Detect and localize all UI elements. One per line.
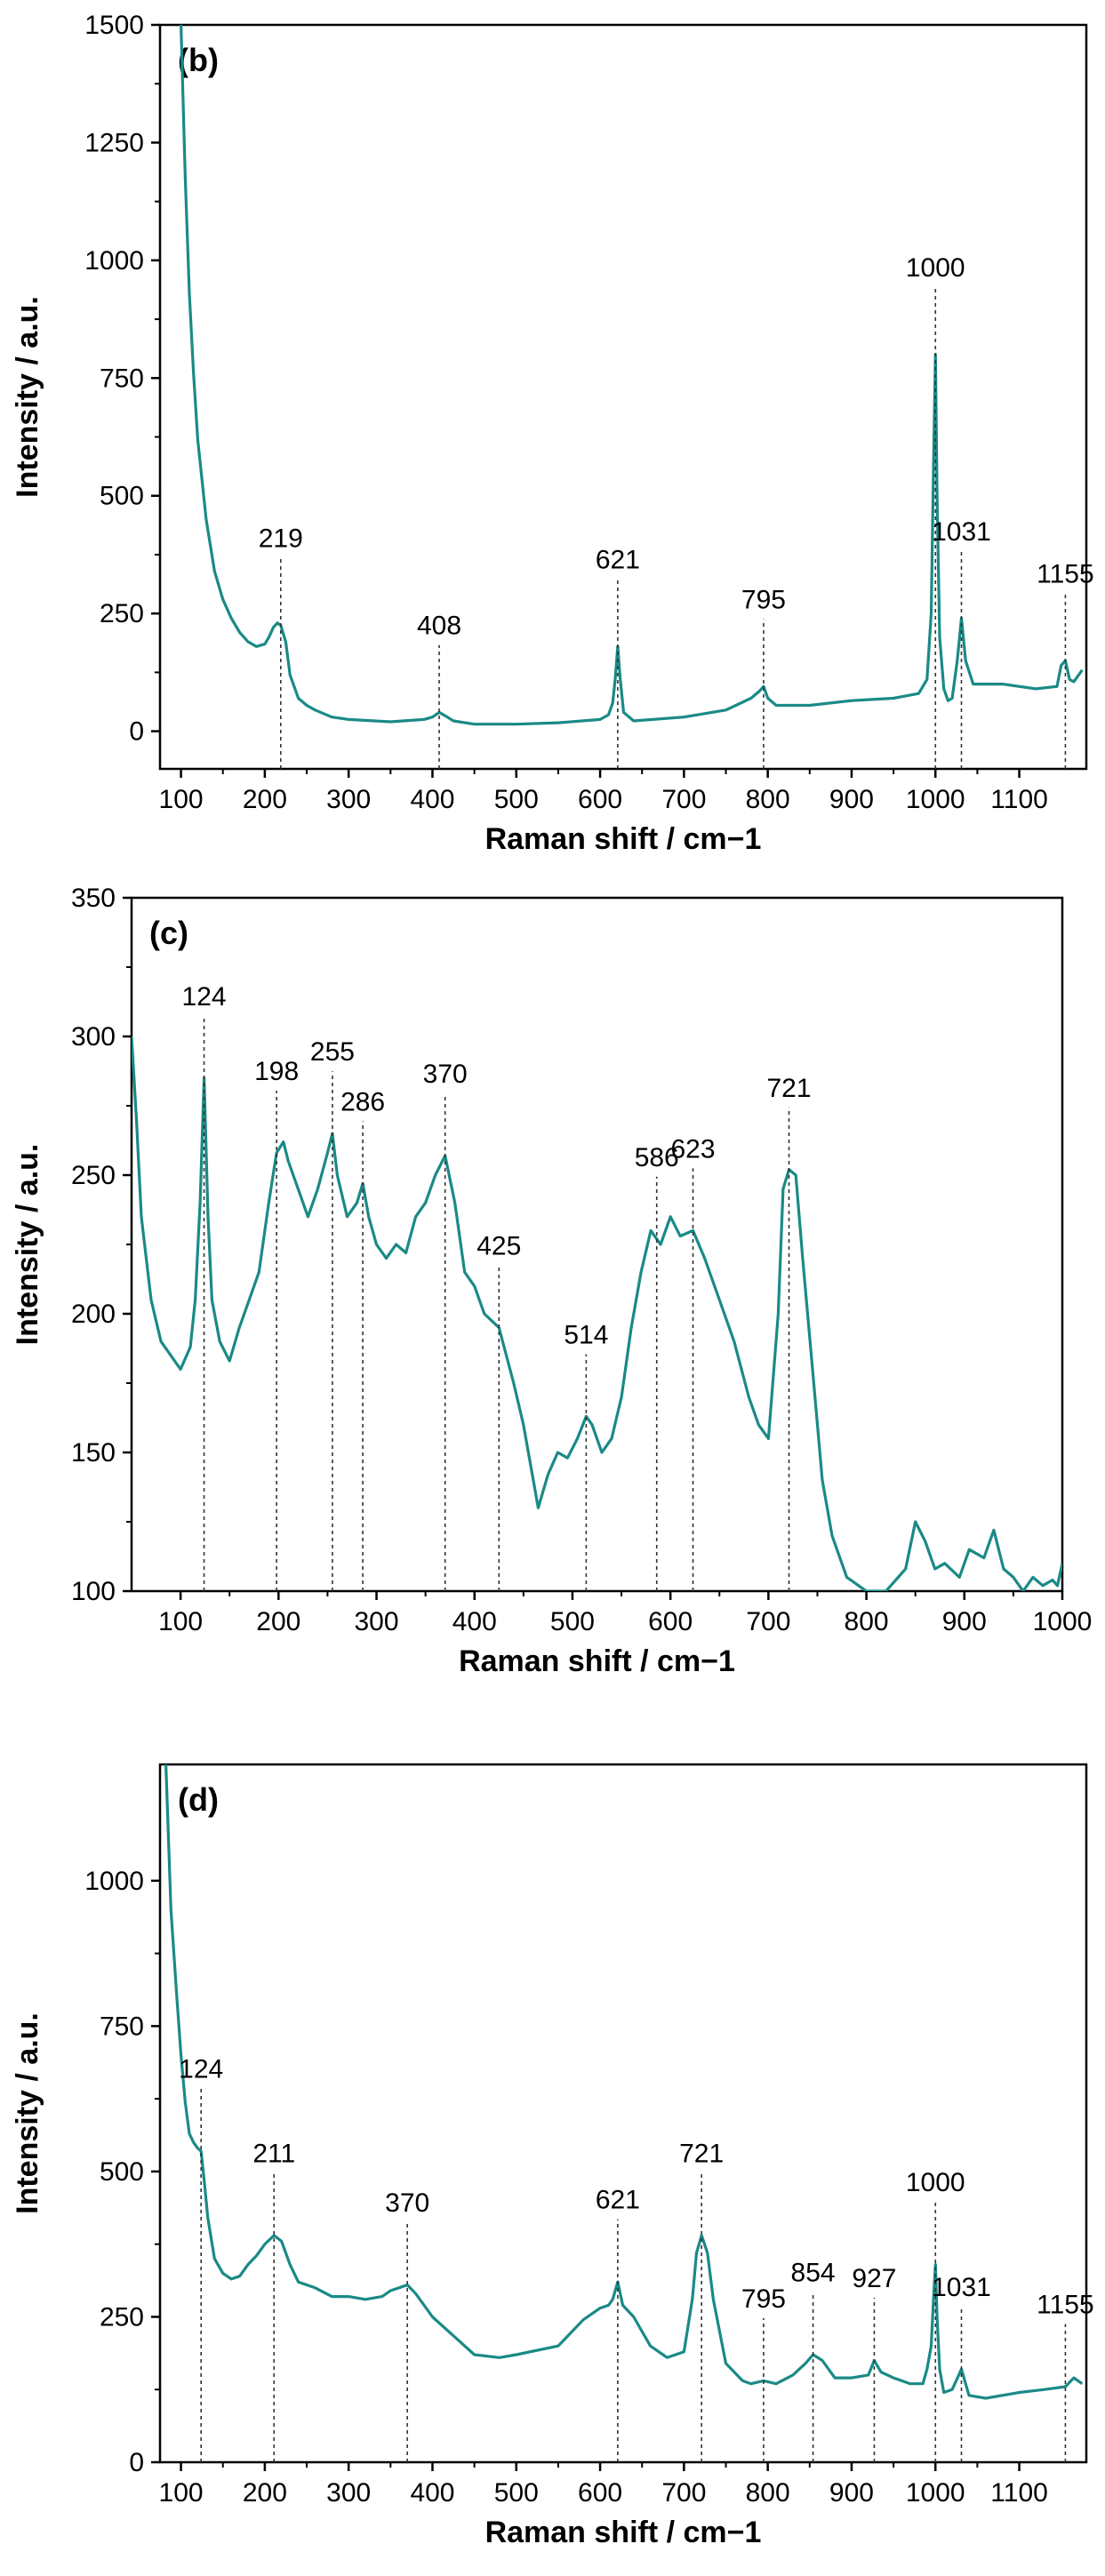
y-tick-label: 350	[71, 884, 116, 913]
x-tick-label: 300	[326, 785, 371, 814]
y-tick-label: 250	[100, 599, 144, 628]
y-tick-label: 500	[100, 2157, 144, 2187]
peak-label: 621	[596, 546, 640, 575]
axes-frame	[158, 23, 1088, 771]
peak-label: 1000	[906, 253, 965, 283]
chart-panel-d: 100 200 300 400 500 600 700 800 900 1000 1100 0 250 5…	[11, 1763, 1094, 2549]
x-tick-label: 300	[354, 1607, 398, 1636]
x-tick-label: 700	[746, 1607, 790, 1636]
peak-label: 255	[310, 1037, 355, 1067]
y-tick-label: 1000	[84, 246, 144, 276]
panel-label: (d)	[178, 1781, 219, 1818]
peak-label: 425	[476, 1232, 521, 1261]
x-tick-label: 100	[158, 1607, 203, 1636]
x-tick-label: 1000	[906, 785, 965, 814]
x-tick-label: 600	[578, 785, 622, 814]
x-tick-label: 1100	[990, 2478, 1048, 2508]
panel-label: (b)	[178, 42, 219, 78]
chart-panel-c: 100 200 300 400 500 600 700 800 900 1000 100 150 200…	[11, 884, 1092, 1678]
panel-label: (c)	[149, 915, 188, 951]
peak-label: 721	[766, 1074, 811, 1103]
peak-label: 623	[670, 1134, 715, 1164]
x-tick-label: 1000	[1033, 1607, 1093, 1636]
y-tick-label: 750	[100, 364, 144, 393]
y-tick-label: 500	[100, 482, 144, 511]
peak-label: 124	[182, 982, 227, 1012]
peak-label: 286	[340, 1087, 385, 1116]
y-axis-label: Intensity / a.u.	[11, 1144, 44, 1346]
y-tick-label: 0	[129, 717, 144, 747]
x-tick-label: 300	[326, 2478, 371, 2508]
y-tick-label: 0	[129, 2448, 144, 2477]
x-tick-label: 800	[746, 785, 790, 814]
x-tick-label: 800	[845, 1607, 889, 1636]
y-tick-label: 200	[71, 1300, 116, 1329]
y-tick-label: 1000	[84, 1867, 144, 1896]
x-tick-label: 900	[829, 2478, 874, 2508]
x-tick-label: 500	[494, 2478, 539, 2508]
x-tick-label: 1100	[990, 785, 1048, 814]
peak-label: 514	[564, 1320, 608, 1349]
x-tick-label: 400	[410, 785, 454, 814]
y-axis-label: Intensity / a.u.	[11, 296, 44, 498]
peak-label: 1000	[906, 2168, 965, 2197]
peak-label: 927	[852, 2264, 896, 2293]
x-tick-label: 500	[494, 785, 539, 814]
peak-label: 854	[791, 2258, 836, 2287]
x-tick-label: 800	[746, 2478, 790, 2508]
y-tick-label: 250	[100, 2302, 144, 2332]
x-tick-label: 100	[159, 785, 204, 814]
axes-frame	[130, 896, 1064, 1593]
peak-label: 1031	[932, 2273, 991, 2302]
y-tick-label: 1250	[84, 128, 144, 157]
peak-label: 408	[417, 612, 461, 641]
series-line	[132, 1036, 1062, 1591]
peak-label: 211	[252, 2139, 295, 2168]
peak-label: 621	[596, 2186, 640, 2215]
y-tick-label: 150	[71, 1438, 116, 1468]
y-tick-label: 300	[71, 1022, 116, 1052]
peak-label: 1155	[1037, 2290, 1094, 2319]
peak-label: 1155	[1037, 559, 1094, 588]
series-line	[164, 1764, 1084, 2400]
peak-label: 370	[385, 2188, 429, 2218]
x-tick-label: 700	[661, 785, 706, 814]
y-tick-label: 1500	[84, 11, 144, 40]
peak-label: 370	[423, 1060, 468, 1089]
x-tick-label: 900	[829, 785, 874, 814]
x-tick-label: 600	[648, 1607, 693, 1636]
series-line	[180, 25, 1084, 726]
x-tick-label: 900	[942, 1607, 987, 1636]
x-tick-label: 400	[452, 1607, 497, 1636]
x-tick-label: 500	[550, 1607, 595, 1636]
y-tick-label: 100	[71, 1577, 116, 1606]
x-axis-label: Raman shift / cm−1	[485, 822, 762, 856]
x-tick-label: 1000	[906, 2478, 965, 2508]
x-tick-label: 600	[578, 2478, 622, 2508]
x-tick-label: 700	[661, 2478, 706, 2508]
peak-label: 795	[741, 2284, 786, 2314]
peak-label: 124	[179, 2055, 223, 2084]
chart-panel-b: 100 200 300 400 500 600 700 800 900 1000 1100 0 250 5…	[11, 11, 1094, 856]
peak-label: 198	[254, 1057, 299, 1086]
x-tick-label: 200	[243, 785, 287, 814]
x-axis-label: Raman shift / cm−1	[485, 2516, 762, 2549]
y-tick-label: 250	[71, 1161, 116, 1190]
peak-label: 795	[741, 586, 786, 615]
y-axis-label: Intensity / a.u.	[11, 2012, 44, 2214]
x-tick-label: 100	[159, 2478, 204, 2508]
peak-label: 1031	[932, 517, 991, 547]
x-tick-label: 200	[243, 2478, 287, 2508]
peak-label: 219	[259, 524, 303, 554]
peak-label: 721	[679, 2139, 724, 2168]
x-tick-label: 400	[410, 2478, 454, 2508]
x-axis-label: Raman shift / cm−1	[459, 1644, 735, 1678]
x-tick-label: 200	[256, 1607, 300, 1636]
y-tick-label: 750	[100, 2012, 144, 2041]
axes-frame	[158, 1763, 1088, 2464]
peak-label: 586	[635, 1143, 679, 1172]
